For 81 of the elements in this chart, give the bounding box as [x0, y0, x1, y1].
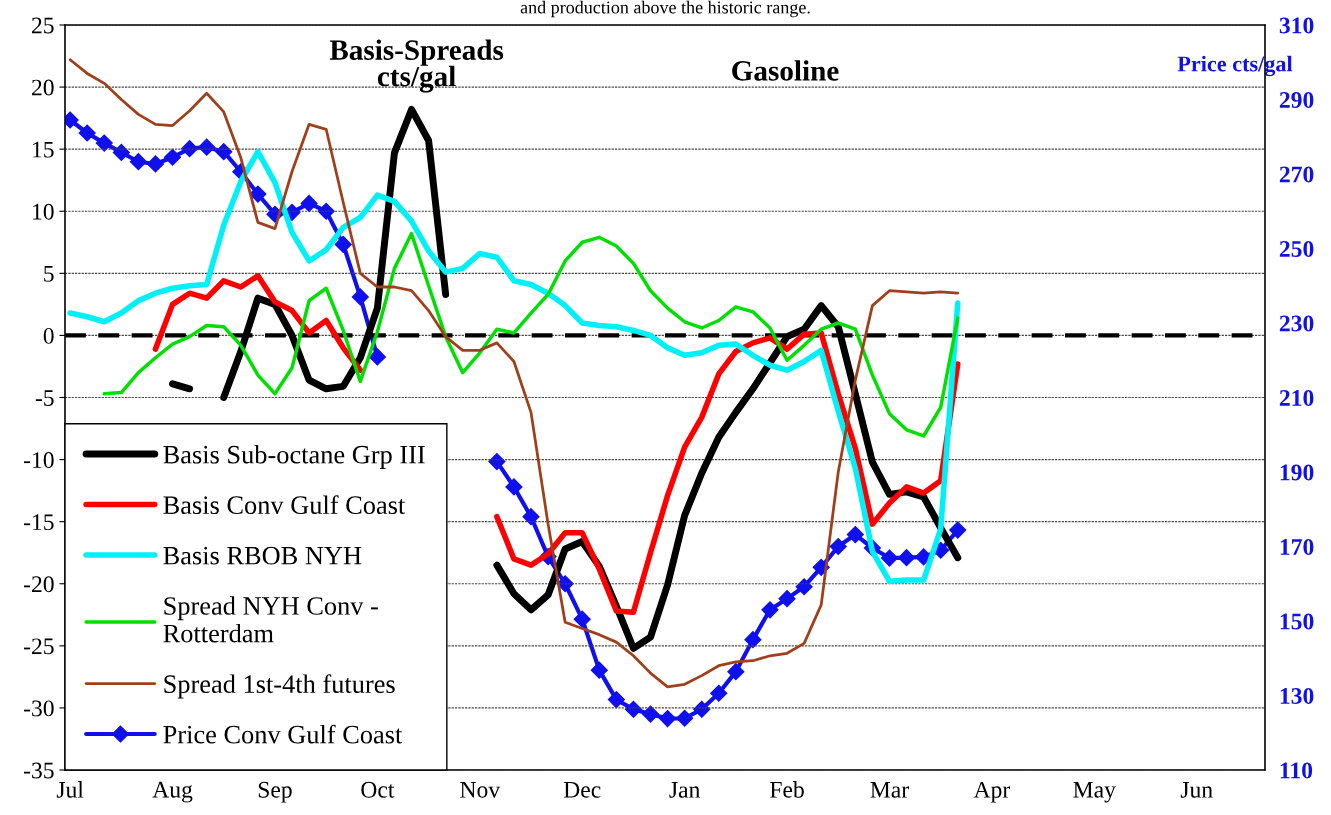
y-tick-label: -15 [23, 514, 54, 531]
y2-tick-label: 110 [1280, 762, 1313, 779]
x-tick-label: Jan [669, 782, 701, 798]
point [488, 453, 506, 471]
y-tick-label: -5 [35, 390, 54, 406]
point [368, 348, 386, 366]
x-tick-label: Sep [258, 781, 292, 803]
y2-tick-label: 230 [1279, 315, 1314, 332]
point [95, 134, 113, 152]
legend-label: Basis Conv Gulf Coast [163, 495, 406, 515]
y-tick-label: -20 [23, 576, 54, 593]
x-tick-label: May [1073, 781, 1116, 803]
x-tick-label: Dec [563, 782, 601, 798]
point [659, 710, 677, 728]
y2-tick-label: 250 [1279, 240, 1314, 257]
point [351, 288, 369, 306]
point [300, 194, 318, 212]
point [163, 148, 182, 166]
point [181, 140, 199, 158]
y-tick-label: -35 [23, 762, 54, 779]
point [590, 661, 608, 679]
y2-tick-label: 190 [1280, 464, 1314, 481]
point [710, 684, 728, 702]
point [78, 124, 96, 142]
legend-label: Basis Sub-octane Grp III [163, 445, 425, 469]
y2-tick-label: 290 [1279, 91, 1314, 108]
point [676, 709, 694, 727]
x-tick-label: Jun [1180, 782, 1213, 798]
point [897, 549, 916, 567]
y2-tick-label: 270 [1279, 166, 1314, 183]
point [880, 549, 899, 567]
y-tick-label: 15 [33, 141, 54, 158]
point [215, 143, 233, 161]
y-tick-label: 20 [32, 79, 54, 96]
x-tick-label: Oct [361, 781, 395, 798]
y2-tick-label: 310 [1279, 17, 1314, 34]
point [829, 537, 847, 556]
point [744, 631, 762, 649]
x-tick-label: Nov [460, 782, 501, 798]
point [778, 590, 796, 608]
x-tick-label: Jul [56, 781, 84, 798]
point [727, 663, 745, 681]
point [641, 705, 660, 723]
point [249, 185, 267, 203]
y-axis-title: Basis-Spreads cts/gal [329, 39, 504, 93]
legend-label: Basis RBOB NYH [163, 546, 362, 565]
point [522, 508, 540, 526]
y-tick-label: -25 [23, 638, 54, 655]
point [317, 202, 335, 220]
text: Gasoline [732, 60, 839, 81]
point [334, 235, 352, 253]
x-tick-label: Aug [152, 781, 193, 803]
legend-label: Spread 1st-4th futures [164, 674, 395, 699]
point [573, 610, 591, 628]
point [607, 691, 625, 709]
point [112, 143, 130, 161]
point [146, 155, 165, 173]
y-tick-label: 5 [44, 266, 54, 282]
y2-tick-label: 150 [1280, 613, 1314, 630]
x-tick-label: Apr [973, 781, 1011, 803]
y-tick-label: 25 [32, 17, 54, 34]
point [761, 601, 779, 619]
point [949, 521, 967, 539]
y-tick-label: 10 [33, 203, 54, 220]
legend-label: Spread NYH Conv - Rotterdam [163, 596, 378, 643]
point [129, 153, 147, 171]
text: and production above the historic range. [520, 0, 810, 18]
point [795, 578, 813, 596]
point [846, 526, 864, 544]
line-series [102, 231, 960, 438]
point [198, 138, 216, 156]
y2-tick-label: 130 [1280, 687, 1314, 704]
y2-tick-label: 170 [1280, 538, 1314, 555]
legend-label: Price Conv Gulf Coast [163, 724, 403, 744]
y-tick-label: -30 [23, 700, 54, 717]
x-tick-label: Mar [870, 782, 909, 798]
point [505, 478, 523, 496]
y-tick-label: 0 [43, 327, 54, 344]
x-tick-label: Feb [770, 781, 804, 798]
y2-tick-label: 210 [1279, 389, 1314, 406]
y-tick-label: -10 [23, 452, 54, 469]
